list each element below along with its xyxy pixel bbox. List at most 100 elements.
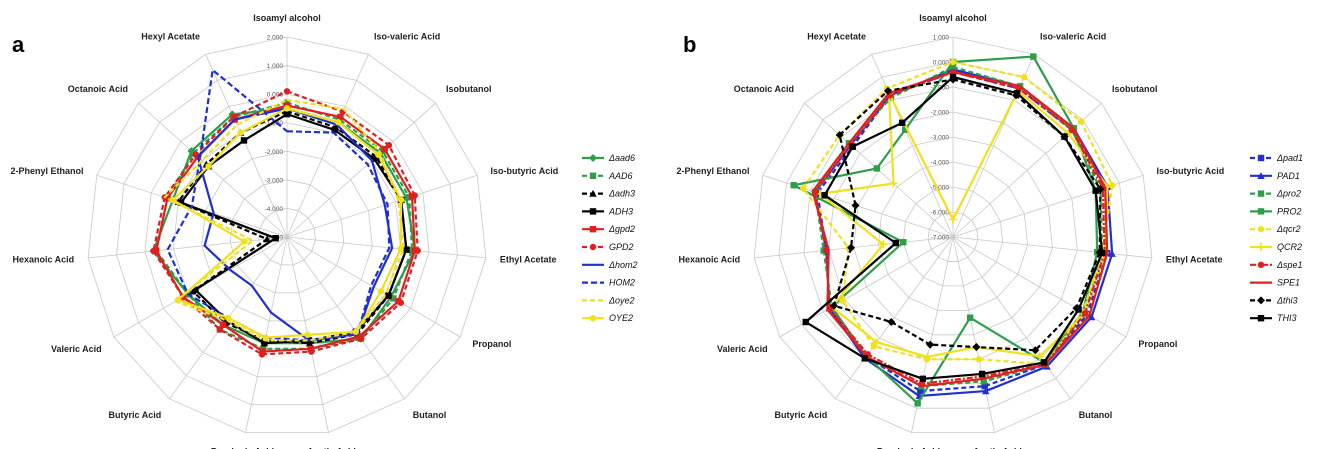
legend-label: OYE2 [609,313,633,323]
legend-label: ADH3 [608,206,633,216]
axis-label: Propionic Acid [211,446,274,449]
tick-label: -2.000 [265,149,284,156]
legend-marker [1257,154,1265,162]
tick-label: 0.000 [267,92,284,99]
radar-grid [87,36,487,434]
legend-item: HOM2 [582,278,635,288]
tick-label: -6.000 [931,210,950,217]
axis-label: Isoamyl alcohol [919,13,987,23]
data-point [414,247,421,254]
data-point [981,382,988,390]
data-point [839,297,846,304]
legend-marker [1257,208,1265,215]
data-point [892,239,900,247]
radar-grid [753,36,1153,434]
grid-spoke [952,236,1071,400]
axis-label: 2-Phenyl Ethanol [10,166,83,176]
series-line [155,101,414,350]
legend-item: QCR2 [1250,242,1302,252]
data-point [1063,129,1073,138]
grid-ring [116,65,458,406]
data-point [283,110,291,118]
data-point [883,86,892,95]
data-point [898,119,906,127]
data-point [357,335,365,342]
axis-labels: Isoamyl alcohol Iso-valeric Acid Isobutano… [10,13,558,449]
data-point [790,182,797,189]
axis-label: Butyric Acid [775,410,828,420]
data-point [800,185,807,192]
data-point [966,314,974,321]
axis-label: Butanol [1079,410,1113,420]
data-point [397,196,405,204]
series-line [804,75,1104,380]
data-point [225,314,232,322]
data-point [241,238,248,245]
data-point [272,234,279,242]
data-point [948,215,958,224]
axis-label: Hexyl Acetate [141,32,200,42]
data-point [887,317,896,326]
data-point [283,105,291,112]
data-point [258,351,266,358]
data-point [949,58,957,66]
data-point [829,301,838,310]
axis-label: Isoamyl alcohol [253,13,321,23]
axis-label: Octanoic Acid [734,84,794,94]
data-point [304,331,311,339]
series-line [171,107,403,339]
legend-label: AAD6 [608,171,633,181]
data-point [923,352,932,362]
legend-marker [1257,190,1265,197]
series-line [816,70,1109,393]
grid-ring [778,61,1128,409]
axis-label: Octanoic Acid [68,84,128,94]
data-point [917,387,924,395]
grid-ring [902,186,1004,287]
grid-spoke [286,236,486,259]
legend-item: Δadh3 [582,189,635,199]
axis-label: Iso-butyric Acid [1157,166,1225,176]
data-point [1031,346,1040,355]
tick-labels: 2.0001.0000.000-1.000-2.000-3.000-4.000-… [265,35,284,242]
tick-label: -7.000 [931,235,950,242]
series-7 [811,70,1109,388]
tick-label: 2.000 [267,35,284,42]
legend: Δpad1 PAD1 Δpro2 PRO2 Δqcr2 QCR2 Δspe1 SPE1 Δthi… [1250,153,1303,323]
legend-marker [589,172,597,179]
legend: Δaad6 AAD6 Δadh3 ADH3 Δgpd2 GPD2 Δhom2 HOM2 Δoye… [582,153,638,323]
grid-spoke [952,236,995,433]
data-point [870,343,877,350]
grid-ring [229,179,345,294]
legend-item: Δpad1 [1250,153,1303,163]
legend-label: Δoye2 [608,295,635,305]
legend-item: Δthi3 [1250,295,1298,305]
grid-spoke [205,54,288,238]
data-point [879,240,888,249]
data-point [1092,187,1099,194]
axis-label: Valeric Acid [51,344,102,354]
legend-item: Δspe1 [1250,260,1303,270]
grid-spoke [952,236,1152,259]
tick-label: 0.000 [933,60,950,67]
grid-ring [201,150,373,322]
legend-item: PAD1 [1250,171,1300,181]
legend-item: Δpro2 [1250,189,1301,199]
data-point [919,375,927,383]
data-point [1108,250,1116,257]
data-point [914,400,921,407]
axis-label: Iso-valeric Acid [1040,32,1106,42]
data-point [872,337,881,347]
data-point [385,292,392,299]
legend-item: Δgpd2 [582,224,635,234]
legend-marker [589,243,597,251]
data-point [397,299,405,306]
data-point [240,137,248,144]
data-point [1035,352,1044,361]
data-point [337,113,344,121]
series-7 [166,68,391,342]
legend-item: PRO2 [1250,206,1302,216]
legend-label: QCR2 [1277,242,1302,252]
series-0 [149,104,419,348]
data-point [375,151,382,158]
